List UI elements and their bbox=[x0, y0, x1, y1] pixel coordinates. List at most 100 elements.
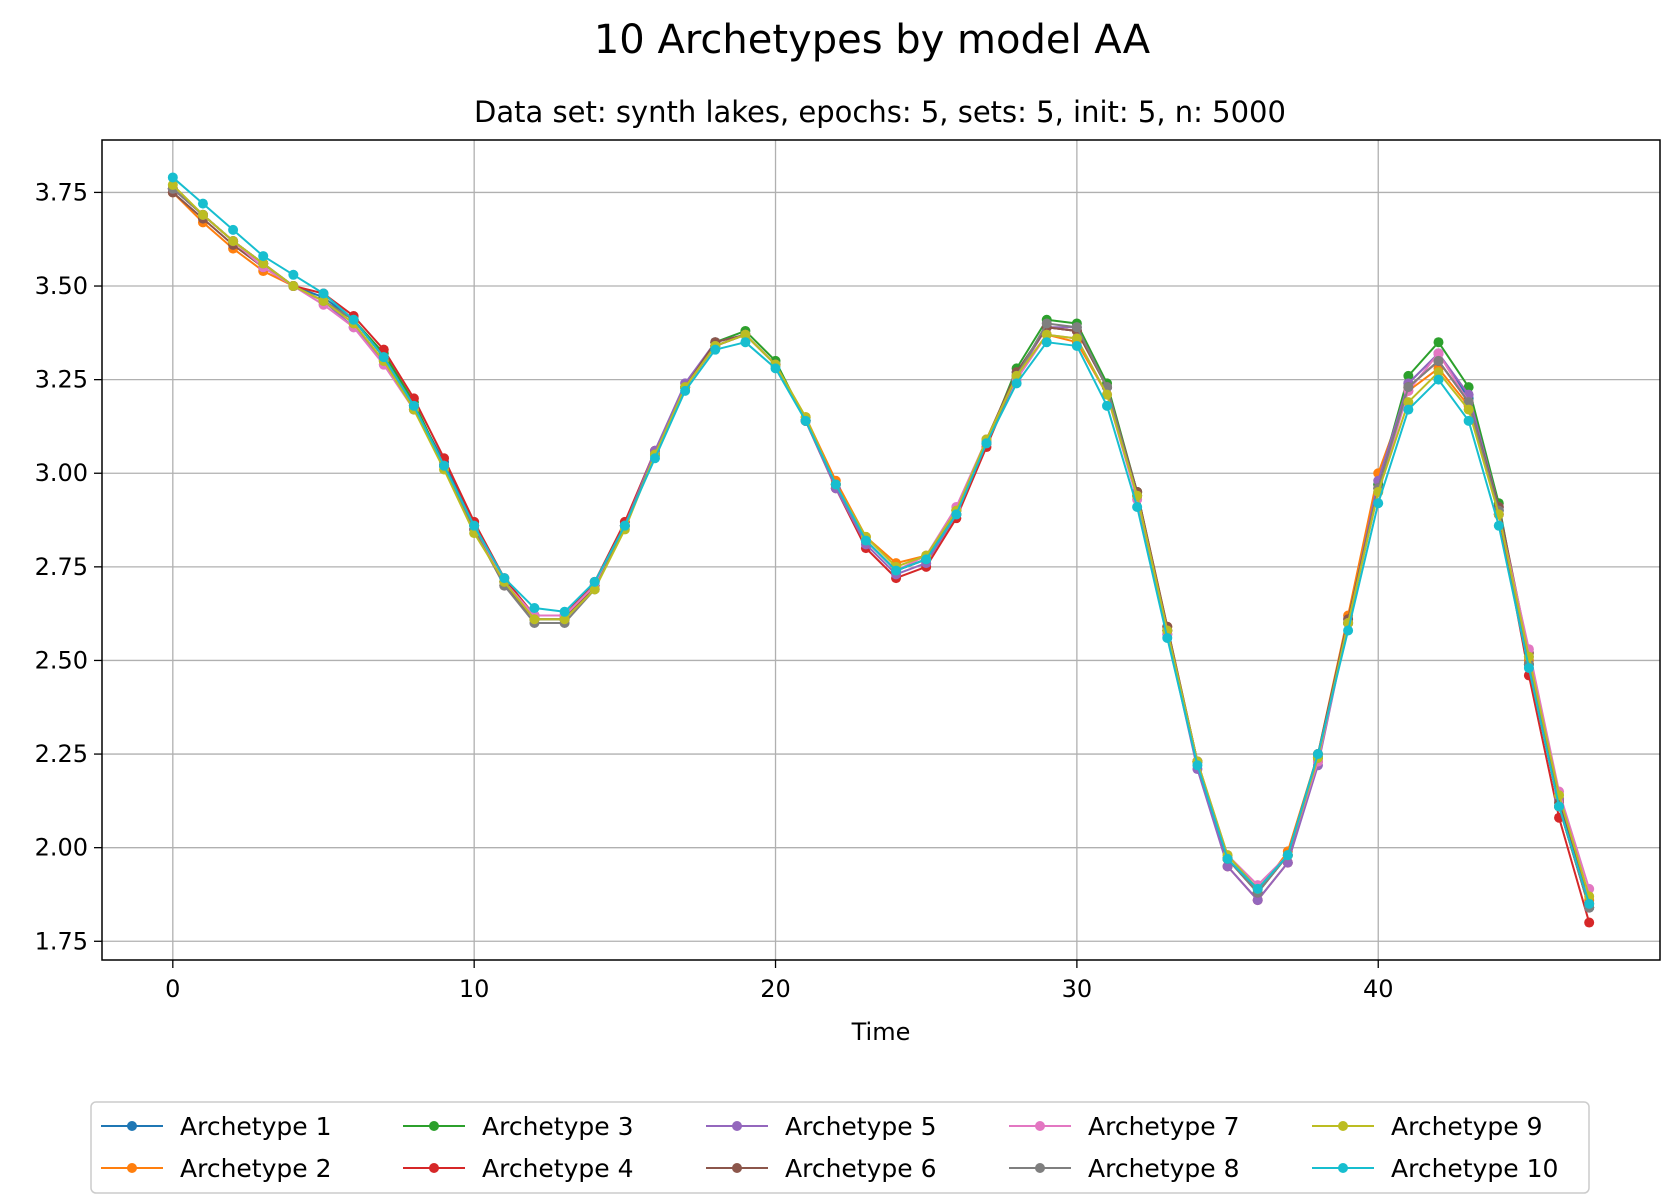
x-tick-label: 10 bbox=[459, 975, 490, 1003]
axis-ticks: 0 10 20 30 40 1.75 2.00 2.25 2.50 2.75 3.00 3.25 3.5… bbox=[35, 178, 1394, 1003]
y-tick-label: 3.00 bbox=[35, 459, 88, 487]
data-point bbox=[649, 453, 660, 464]
data-point bbox=[1403, 404, 1414, 415]
data-point bbox=[1343, 625, 1354, 636]
legend: Archetype 1 Archetype 2 Archetype 3 Archety… bbox=[90, 1101, 1590, 1194]
data-point bbox=[1584, 898, 1595, 909]
data-point bbox=[1282, 857, 1293, 868]
data-point bbox=[258, 251, 269, 262]
data-point bbox=[1071, 340, 1082, 351]
legend-entry: Archetype 5 bbox=[706, 1112, 937, 1141]
data-point bbox=[1433, 355, 1444, 366]
data-point bbox=[1403, 397, 1414, 408]
grid bbox=[102, 140, 1660, 960]
legend-label: Archetype 8 bbox=[1088, 1154, 1240, 1183]
legend-label: Archetype 2 bbox=[180, 1154, 332, 1183]
y-tick-label: 2.00 bbox=[35, 834, 88, 862]
series-lines bbox=[167, 172, 1595, 928]
data-point bbox=[1433, 367, 1444, 378]
data-point bbox=[559, 606, 570, 617]
legend-swatch-marker bbox=[429, 1163, 439, 1173]
data-point bbox=[1584, 917, 1595, 928]
legend-entry: Archetype 6 bbox=[706, 1154, 937, 1183]
data-point bbox=[830, 479, 841, 490]
data-point bbox=[921, 554, 932, 565]
data-point bbox=[1102, 400, 1113, 411]
legend-label: Archetype 1 bbox=[180, 1112, 332, 1141]
legend-swatch-marker bbox=[1338, 1163, 1348, 1173]
legend-frame bbox=[90, 1101, 1590, 1194]
data-point bbox=[1373, 498, 1384, 509]
data-point bbox=[318, 296, 329, 306]
data-point bbox=[318, 288, 329, 299]
legend-label: Archetype 7 bbox=[1088, 1112, 1240, 1141]
data-point bbox=[770, 363, 781, 374]
legend-entry: Archetype 10 bbox=[1312, 1154, 1558, 1183]
data-point bbox=[1041, 329, 1052, 340]
series-archetype-10 bbox=[167, 172, 1595, 909]
data-point bbox=[1282, 850, 1293, 861]
legend-entry: Archetype 7 bbox=[1009, 1112, 1240, 1141]
plot-frame bbox=[101, 139, 1661, 961]
data-point bbox=[348, 314, 359, 325]
data-point bbox=[1011, 378, 1022, 389]
legend-entry: Archetype 8 bbox=[1009, 1154, 1240, 1183]
data-point bbox=[1463, 415, 1474, 426]
data-point bbox=[288, 269, 299, 280]
data-point bbox=[1433, 374, 1444, 385]
data-point bbox=[1102, 389, 1113, 400]
data-point bbox=[981, 438, 992, 449]
data-point bbox=[228, 236, 239, 247]
data-point bbox=[228, 224, 239, 235]
data-point bbox=[288, 281, 299, 292]
legend-swatch-marker bbox=[429, 1121, 439, 1131]
data-point bbox=[1433, 348, 1444, 359]
legend-label: Archetype 6 bbox=[785, 1154, 937, 1183]
data-point bbox=[408, 400, 419, 411]
data-point bbox=[439, 460, 450, 471]
data-point bbox=[1222, 853, 1233, 864]
data-point bbox=[1252, 895, 1263, 906]
data-point bbox=[167, 172, 178, 183]
legend-swatch-marker bbox=[1035, 1121, 1045, 1131]
data-point bbox=[529, 614, 540, 625]
data-point bbox=[1222, 861, 1233, 872]
x-tick-label: 20 bbox=[760, 975, 791, 1003]
data-point bbox=[891, 565, 902, 576]
x-tick-label: 30 bbox=[1062, 975, 1093, 1003]
data-point bbox=[1463, 404, 1474, 415]
legend-entry: Archetype 3 bbox=[403, 1112, 634, 1141]
data-point bbox=[1071, 322, 1082, 333]
data-point bbox=[710, 344, 721, 355]
data-point bbox=[1132, 501, 1143, 512]
legend-label: Archetype 4 bbox=[482, 1154, 634, 1183]
legend-label: Archetype 9 bbox=[1391, 1112, 1543, 1141]
y-tick-label: 1.75 bbox=[35, 927, 88, 955]
legend-label: Archetype 3 bbox=[482, 1112, 634, 1141]
chart-title: 10 Archetypes by model AA bbox=[594, 17, 1151, 63]
legend-entry: Archetype 4 bbox=[403, 1154, 634, 1183]
legend-label: Archetype 10 bbox=[1391, 1154, 1558, 1183]
data-point bbox=[1554, 801, 1565, 812]
data-point bbox=[258, 258, 269, 269]
legend-entry: Archetype 9 bbox=[1312, 1112, 1543, 1141]
data-point bbox=[499, 573, 510, 584]
data-point bbox=[589, 576, 600, 587]
data-point bbox=[1041, 337, 1052, 348]
data-point bbox=[1192, 760, 1203, 771]
y-tick-label: 2.50 bbox=[35, 646, 88, 674]
data-point bbox=[1493, 520, 1504, 531]
data-point bbox=[559, 614, 570, 625]
legend-swatch-marker bbox=[732, 1121, 742, 1131]
data-point bbox=[1071, 333, 1082, 344]
data-point bbox=[589, 584, 600, 595]
data-point bbox=[529, 603, 540, 614]
legend-entry: Archetype 2 bbox=[101, 1154, 332, 1183]
y-tick-label: 2.75 bbox=[35, 553, 88, 581]
data-point bbox=[378, 352, 389, 363]
data-point bbox=[469, 520, 480, 531]
data-point bbox=[197, 198, 208, 209]
data-point bbox=[1312, 749, 1323, 760]
data-point bbox=[740, 337, 751, 348]
